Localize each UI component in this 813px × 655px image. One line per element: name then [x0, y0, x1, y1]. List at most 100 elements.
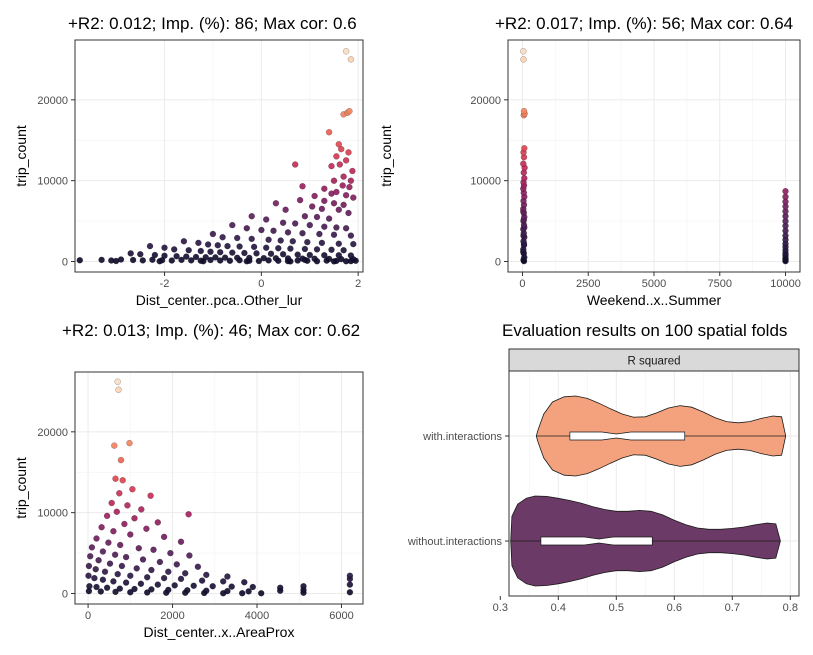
panel-bottom-left: +R2: 0.013; Imp. (%): 46; Max cor: 0.62 …	[13, 321, 364, 640]
data-point	[197, 257, 205, 264]
x-axis-title: Dist_center..x..AreaProx	[144, 624, 295, 640]
data-point	[279, 250, 287, 258]
panel-title: +R2: 0.017; Imp. (%): 56; Max cor: 0.64	[495, 14, 793, 33]
data-point	[98, 523, 105, 531]
x-tick-label: 4000	[245, 610, 269, 622]
data-point	[165, 586, 172, 594]
data-point	[111, 551, 119, 558]
data-point	[137, 250, 144, 258]
data-point	[342, 157, 350, 164]
data-point	[154, 581, 162, 588]
data-point	[177, 575, 185, 583]
x-axis-title: Dist_center..pca..Other_lur	[136, 292, 303, 308]
data-point	[170, 246, 178, 253]
y-tick-label: 20000	[37, 427, 68, 439]
data-point	[151, 251, 159, 259]
plot-area	[75, 372, 363, 604]
data-point	[257, 590, 265, 597]
data-point	[243, 225, 251, 232]
data-point	[113, 508, 121, 516]
x-tick-label: 7500	[708, 278, 732, 290]
x-tick-label: 0.7	[725, 602, 740, 614]
plot-area	[75, 40, 363, 272]
data-point	[289, 238, 297, 245]
data-point	[160, 533, 168, 541]
data-point	[207, 256, 214, 264]
data-point	[330, 200, 338, 207]
data-point	[108, 257, 115, 264]
y-tick-label: 10000	[470, 176, 501, 188]
data-point	[336, 161, 344, 168]
data-point	[160, 574, 168, 582]
data-point	[221, 254, 229, 261]
data-point	[95, 557, 102, 564]
data-point	[111, 442, 118, 449]
x-tick-label: 2000	[160, 610, 184, 622]
data-point	[224, 242, 231, 250]
data-point	[347, 56, 355, 63]
facet-strip-label: R squared	[627, 356, 680, 368]
notched-box	[540, 536, 653, 546]
data-point	[300, 582, 307, 590]
data-point	[148, 586, 155, 593]
data-point	[233, 234, 241, 242]
data-point	[521, 145, 528, 152]
data-point	[103, 584, 111, 592]
data-point	[311, 255, 318, 262]
data-point	[203, 587, 210, 594]
data-point	[340, 201, 347, 209]
data-point	[143, 574, 151, 581]
data-point	[203, 571, 210, 579]
data-point	[272, 200, 280, 207]
data-point	[178, 256, 185, 264]
data-point	[250, 243, 258, 251]
data-point	[135, 544, 143, 552]
data-point	[267, 250, 275, 258]
data-point	[229, 221, 236, 229]
data-point	[520, 56, 527, 63]
data-point	[161, 252, 168, 260]
data-point	[236, 243, 243, 250]
axis-ticks: 0.3 0.4 0.5 0.6 0.7 0.8 with.interactions witho…	[407, 431, 798, 614]
data-point	[228, 583, 235, 590]
data-point	[198, 577, 206, 584]
data-point	[262, 216, 270, 223]
data-point	[321, 185, 328, 192]
data-point	[76, 257, 84, 264]
data-point	[127, 531, 134, 538]
data-point	[212, 254, 219, 261]
data-point	[124, 502, 131, 509]
data-point	[299, 255, 306, 262]
data-point	[313, 213, 321, 221]
data-point	[325, 128, 333, 136]
data-point	[275, 244, 282, 252]
data-point	[86, 553, 94, 560]
data-point	[291, 220, 299, 227]
data-point	[131, 515, 138, 522]
x-tick-label: 6000	[329, 610, 353, 622]
x-tick-label: 0.4	[551, 602, 566, 614]
panel-title: +R2: 0.013; Imp. (%): 46; Max cor: 0.62	[62, 321, 360, 340]
data-point	[340, 173, 347, 180]
data-point	[202, 254, 209, 261]
data-point	[238, 589, 246, 597]
data-point	[143, 525, 150, 533]
points-layer	[76, 48, 359, 265]
data-point	[321, 223, 328, 230]
data-point	[347, 232, 355, 239]
x-tick-label: 0.6	[667, 602, 682, 614]
data-point	[122, 553, 130, 561]
data-point	[294, 251, 301, 258]
data-point	[137, 580, 145, 588]
data-point	[279, 219, 287, 226]
data-point	[346, 581, 354, 588]
data-point	[117, 256, 125, 263]
data-point	[139, 257, 147, 264]
data-point	[226, 257, 234, 265]
data-point	[301, 212, 309, 220]
data-point	[181, 570, 189, 577]
data-point	[119, 477, 126, 484]
data-point	[335, 240, 343, 247]
data-point	[126, 439, 133, 447]
data-point	[304, 238, 311, 246]
